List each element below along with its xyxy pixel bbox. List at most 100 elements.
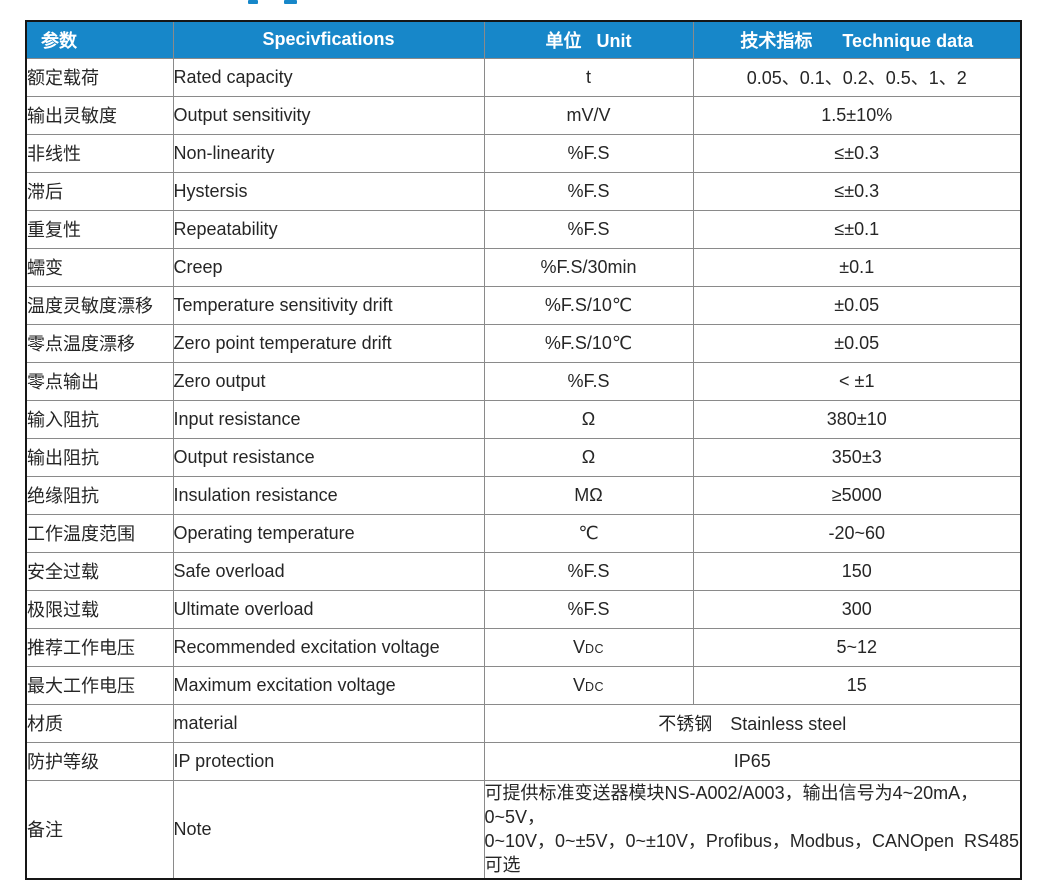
param-name-en: Operating temperature bbox=[172, 513, 485, 553]
table-row: 非线性 Non-linearity %F.S ≤±0.3 bbox=[25, 133, 1022, 173]
table-row: 重复性 Repeatability %F.S ≤±0.1 bbox=[25, 209, 1022, 249]
technique-data-value: 1.5±10% bbox=[692, 95, 1022, 135]
spec-table: 参数 Specivfications 单位 Unit 技术指标 Techniqu… bbox=[25, 20, 1022, 880]
technique-data-value: -20~60 bbox=[692, 513, 1022, 553]
table-row: 输出阻抗 Output resistance Ω 350±3 bbox=[25, 437, 1022, 477]
technique-data-value: ±0.05 bbox=[692, 285, 1022, 325]
unit-value: ℃ bbox=[483, 513, 694, 553]
unit-subscript: DC bbox=[584, 641, 605, 656]
unit-value: VDC bbox=[483, 665, 694, 705]
unit-value: %F.S bbox=[483, 171, 694, 211]
unit-subscript: DC bbox=[584, 679, 605, 694]
cropped-title-fragment bbox=[248, 0, 258, 4]
technique-data-value: ≤±0.1 bbox=[692, 209, 1022, 249]
technique-data-value: 150 bbox=[692, 551, 1022, 591]
param-name-cn: 非线性 bbox=[25, 133, 174, 173]
technique-data-value: 380±10 bbox=[692, 399, 1022, 439]
param-name-en: Ultimate overload bbox=[172, 589, 485, 629]
unit-value: %F.S bbox=[483, 133, 694, 173]
unit-value: t bbox=[483, 57, 694, 97]
technique-data-value: ≤±0.3 bbox=[692, 171, 1022, 211]
param-name-en: Input resistance bbox=[172, 399, 485, 439]
param-name-cn: 蠕变 bbox=[25, 247, 174, 287]
technique-data-value: ≥5000 bbox=[692, 475, 1022, 515]
param-name-cn: 重复性 bbox=[25, 209, 174, 249]
param-name-en: Hystersis bbox=[172, 171, 485, 211]
param-name-cn: 备注 bbox=[25, 779, 174, 880]
header-specifications: Specivfications bbox=[172, 20, 485, 59]
unit-value: %F.S bbox=[483, 361, 694, 401]
param-name-cn: 输出灵敏度 bbox=[25, 95, 174, 135]
param-name-en: Repeatability bbox=[172, 209, 485, 249]
param-name-cn: 极限过载 bbox=[25, 589, 174, 629]
param-name-en: Creep bbox=[172, 247, 485, 287]
param-name-cn: 输入阻抗 bbox=[25, 399, 174, 439]
table-row: 极限过载 Ultimate overload %F.S 300 bbox=[25, 589, 1022, 629]
param-name-cn: 绝缘阻抗 bbox=[25, 475, 174, 515]
spec-table-body: 额定载荷 Rated capacity t 0.05、0.1、0.2、0.5、1、2 输… bbox=[25, 57, 1022, 880]
param-name-cn: 额定载荷 bbox=[25, 57, 174, 97]
technique-data-value: ≤±0.3 bbox=[692, 133, 1022, 173]
spec-table-container: 参数 Specivfications 单位 Unit 技术指标 Techniqu… bbox=[25, 20, 1022, 880]
param-name-cn: 零点温度漂移 bbox=[25, 323, 174, 363]
param-name-en: Zero output bbox=[172, 361, 485, 401]
table-row: 零点输出 Zero output %F.S < ±1 bbox=[25, 361, 1022, 401]
param-name-cn: 零点输出 bbox=[25, 361, 174, 401]
unit-base: V bbox=[572, 674, 585, 695]
param-name-en: Safe overload bbox=[172, 551, 485, 591]
table-row: 工作温度范围 Operating temperature ℃ -20~60 bbox=[25, 513, 1022, 553]
param-name-en: Recommended excitation voltage bbox=[172, 627, 485, 667]
header-row: 参数 Specivfications 单位 Unit 技术指标 Techniqu… bbox=[25, 20, 1022, 59]
technique-data-value: ±0.1 bbox=[692, 247, 1022, 287]
param-name-en: Output sensitivity bbox=[172, 95, 485, 135]
table-row: 蠕变 Creep %F.S/30min ±0.1 bbox=[25, 247, 1022, 287]
param-name-en: IP protection bbox=[172, 741, 485, 781]
unit-value: VDC bbox=[483, 627, 694, 667]
param-name-en: Note bbox=[172, 779, 485, 880]
table-row: 备注 Note 可提供标准变送器模块NS-A002/A003，输出信号为4~20mA… bbox=[25, 779, 1022, 880]
param-name-cn: 材质 bbox=[25, 703, 174, 743]
param-name-cn: 工作温度范围 bbox=[25, 513, 174, 553]
table-row: 材质 material 不锈钢 Stainless steel bbox=[25, 703, 1022, 743]
param-name-en: Insulation resistance bbox=[172, 475, 485, 515]
merged-value: IP65 bbox=[483, 741, 1022, 781]
table-row: 滞后 Hystersis %F.S ≤±0.3 bbox=[25, 171, 1022, 211]
param-name-en: Output resistance bbox=[172, 437, 485, 477]
header-param: 参数 bbox=[25, 20, 174, 59]
table-row: 推荐工作电压 Recommended excitation voltage VDC 5… bbox=[25, 627, 1022, 667]
param-name-cn: 输出阻抗 bbox=[25, 437, 174, 477]
param-name-en: Zero point temperature drift bbox=[172, 323, 485, 363]
table-row: 输出灵敏度 Output sensitivity mV/V 1.5±10% bbox=[25, 95, 1022, 135]
table-row: 额定载荷 Rated capacity t 0.05、0.1、0.2、0.5、1、2 bbox=[25, 57, 1022, 97]
table-row: 输入阻抗 Input resistance Ω 380±10 bbox=[25, 399, 1022, 439]
unit-value: Ω bbox=[483, 399, 694, 439]
unit-value: Ω bbox=[483, 437, 694, 477]
table-row: 温度灵敏度漂移 Temperature sensitivity drift %F.S… bbox=[25, 285, 1022, 325]
param-name-cn: 推荐工作电压 bbox=[25, 627, 174, 667]
unit-value: %F.S/10℃ bbox=[483, 323, 694, 363]
unit-value: %F.S bbox=[483, 209, 694, 249]
technique-data-value: 5~12 bbox=[692, 627, 1022, 667]
technique-data-value: ±0.05 bbox=[692, 323, 1022, 363]
cropped-title-fragment bbox=[284, 0, 297, 4]
param-name-en: Non-linearity bbox=[172, 133, 485, 173]
technique-data-value: 300 bbox=[692, 589, 1022, 629]
note-text: 可提供标准变送器模块NS-A002/A003，输出信号为4~20mA，0~5V，… bbox=[483, 779, 1022, 880]
unit-value: MΩ bbox=[483, 475, 694, 515]
unit-value: %F.S/30min bbox=[483, 247, 694, 287]
param-name-cn: 防护等级 bbox=[25, 741, 174, 781]
header-technique-data: 技术指标 Technique data bbox=[692, 20, 1022, 59]
technique-data-value: 350±3 bbox=[692, 437, 1022, 477]
param-name-en: Rated capacity bbox=[172, 57, 485, 97]
table-row: 绝缘阻抗 Insulation resistance MΩ ≥5000 bbox=[25, 475, 1022, 515]
unit-value: mV/V bbox=[483, 95, 694, 135]
table-row: 安全过载 Safe overload %F.S 150 bbox=[25, 551, 1022, 591]
merged-value: 不锈钢 Stainless steel bbox=[483, 703, 1022, 743]
unit-value: %F.S/10℃ bbox=[483, 285, 694, 325]
technique-data-value: < ±1 bbox=[692, 361, 1022, 401]
param-name-en: Maximum excitation voltage bbox=[172, 665, 485, 705]
table-row: 防护等级 IP protection IP65 bbox=[25, 741, 1022, 781]
header-unit: 单位 Unit bbox=[483, 20, 694, 59]
table-row: 零点温度漂移 Zero point temperature drift %F.S/1… bbox=[25, 323, 1022, 363]
